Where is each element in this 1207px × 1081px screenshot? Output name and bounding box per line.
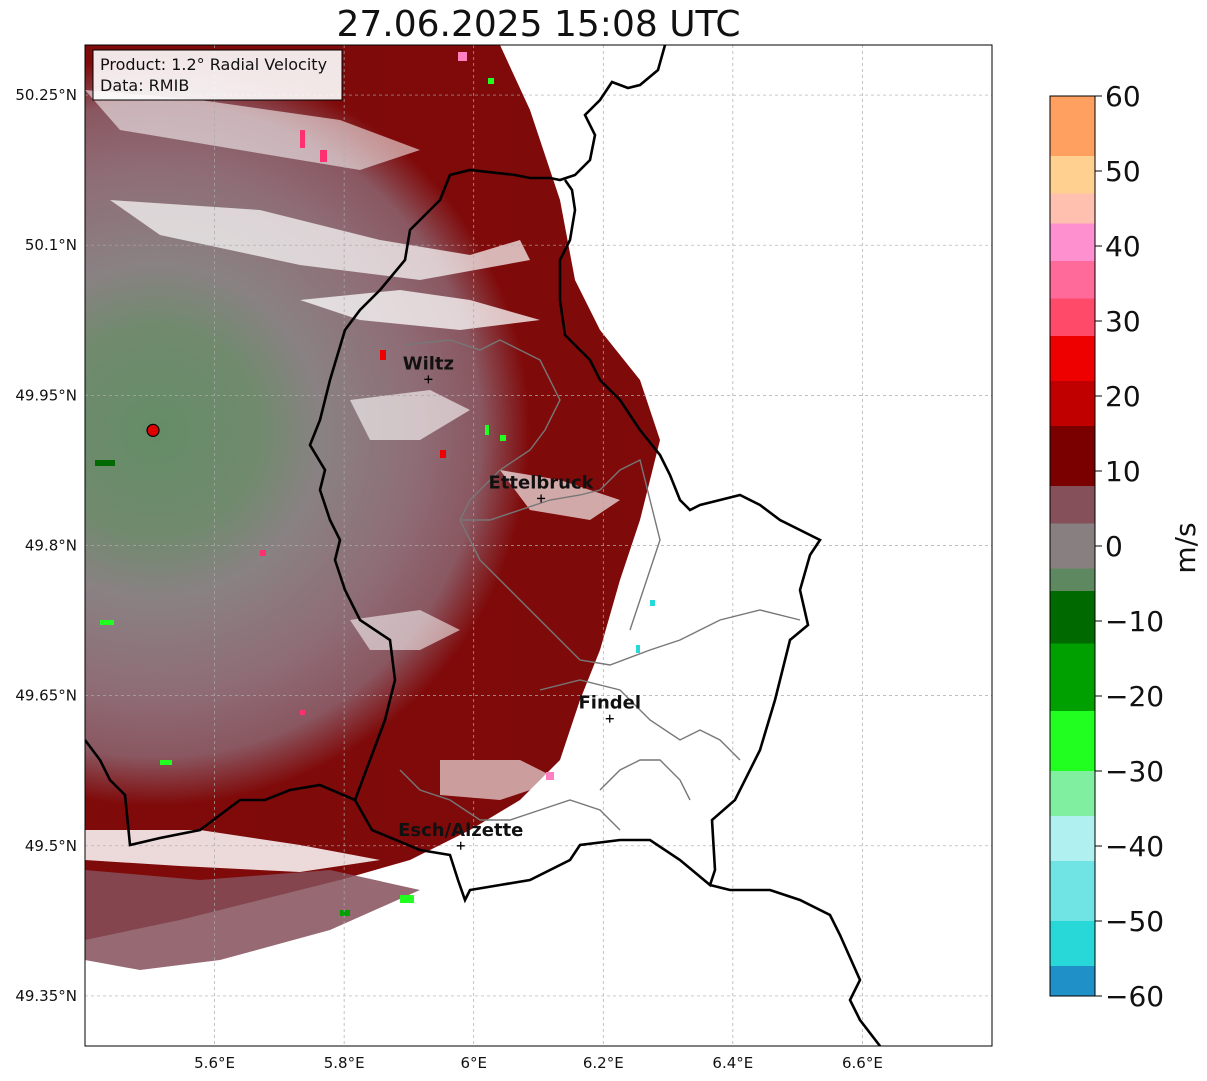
lat-tick-label: 49.35°N — [15, 987, 77, 1005]
colorbar-segment — [1050, 568, 1095, 592]
lon-tick-label: 6°E — [460, 1054, 487, 1072]
radar-echo-layer — [85, 45, 660, 970]
city-label: Esch/Alzette — [398, 820, 523, 841]
colorbar-segment — [1050, 966, 1095, 997]
colorbar-segment — [1050, 381, 1095, 427]
colorbar-tick-label: 0 — [1105, 530, 1123, 563]
colorbar-segment — [1050, 96, 1095, 157]
colorbar-tick-label: −50 — [1105, 905, 1164, 938]
colorbar-tick-label: 20 — [1105, 380, 1141, 413]
colorbar-segment — [1050, 523, 1095, 569]
city-cross-icon — [537, 494, 546, 503]
city-cross-icon — [605, 714, 614, 723]
colorbar-segment — [1050, 816, 1095, 862]
colorbar-segment — [1050, 486, 1095, 524]
colorbar-unit-label: m/s — [1169, 522, 1202, 573]
radial-velocity-echo — [85, 45, 660, 940]
colorbar-segment — [1050, 298, 1095, 337]
colorbar-segment — [1050, 643, 1095, 712]
colorbar-segment — [1050, 193, 1095, 224]
colorbar-segment — [1050, 336, 1095, 382]
product-info-box: Product: 1.2° Radial Velocity Data: RMIB — [92, 49, 343, 101]
colorbar-segment — [1050, 861, 1095, 922]
colorbar-segment — [1050, 591, 1095, 644]
colorbar-segment — [1050, 921, 1095, 967]
map-markers: Wiltz Ettelbruck Findel Esch/Alzette — [146, 353, 641, 850]
colorbar-segment — [1050, 426, 1095, 487]
colorbar-tick-label: −20 — [1105, 680, 1164, 713]
colorbar-tick-label: −60 — [1105, 980, 1164, 1013]
lat-tick-label: 49.8°N — [25, 537, 77, 555]
city-cross-icon — [456, 841, 465, 850]
colorbar-tick-label: 60 — [1105, 80, 1141, 113]
colorbar-segment — [1050, 261, 1095, 299]
city-cross-icon — [424, 375, 433, 384]
lon-tick-label: 6.2°E — [583, 1054, 624, 1072]
country-borders — [85, 45, 882, 1046]
map-title: 27.06.2025 15:08 UTC — [336, 4, 741, 45]
info-data-source-text: Data: RMIB — [100, 76, 189, 95]
lon-tick-label: 5.6°E — [194, 1054, 235, 1072]
lon-tick-label: 5.8°E — [324, 1054, 365, 1072]
lat-tick-label: 50.25°N — [15, 86, 77, 104]
lon-tick-label: 6.6°E — [842, 1054, 883, 1072]
city-label: Ettelbruck — [489, 472, 595, 493]
info-box-frame — [92, 49, 343, 101]
velocity-colorbar: 60 50 40 30 20 10 0 −10 −20 −30 −40 −50 −60 m/s — [1049, 80, 1202, 1013]
latitude-tick-labels: 50.25°N 50.1°N 49.95°N 49.8°N 49.65°N 49.5°N 4… — [15, 86, 77, 1005]
colorbar-tick-label: 30 — [1105, 305, 1141, 338]
city-marker: Wiltz — [403, 353, 454, 384]
info-product-text: Product: 1.2° Radial Velocity — [100, 55, 327, 74]
velocity-echo-band-south — [85, 870, 420, 970]
velocity-speckles — [95, 52, 655, 916]
lat-tick-label: 49.95°N — [15, 386, 77, 404]
colorbar-segment — [1050, 711, 1095, 772]
colorbar-segment — [1050, 156, 1095, 194]
map-frame — [84, 44, 993, 1047]
lat-tick-label: 49.65°N — [15, 687, 77, 705]
city-marker: Findel — [578, 693, 641, 723]
city-label: Findel — [578, 693, 641, 714]
colorbar-color-stops — [1050, 96, 1095, 997]
colorbar-tick-label: 10 — [1105, 455, 1141, 488]
city-label: Wiltz — [403, 353, 454, 374]
city-marker: Esch/Alzette — [398, 820, 523, 850]
lat-tick-label: 49.5°N — [25, 837, 77, 855]
colorbar-segment — [1050, 771, 1095, 817]
colorbar-tick-label: −10 — [1105, 605, 1164, 638]
radar-site-marker — [146, 423, 160, 437]
city-marker: Ettelbruck — [489, 472, 595, 503]
colorbar-tick-label: 50 — [1105, 155, 1141, 188]
longitude-tick-labels: 5.6°E 5.8°E 6°E 6.2°E 6.4°E 6.6°E — [194, 1054, 883, 1072]
lon-tick-label: 6.4°E — [712, 1054, 753, 1072]
colorbar-segment — [1050, 223, 1095, 262]
colorbar-tick-label: 40 — [1105, 230, 1141, 263]
colorbar-tick-label: −30 — [1105, 755, 1164, 788]
no-data-streaks — [85, 90, 620, 872]
lat-tick-label: 50.1°N — [25, 236, 77, 254]
colorbar-tick-label: −40 — [1105, 830, 1164, 863]
colorbar-tick-labels: 60 50 40 30 20 10 0 −10 −20 −30 −40 −50 −60 — [1095, 80, 1164, 1013]
